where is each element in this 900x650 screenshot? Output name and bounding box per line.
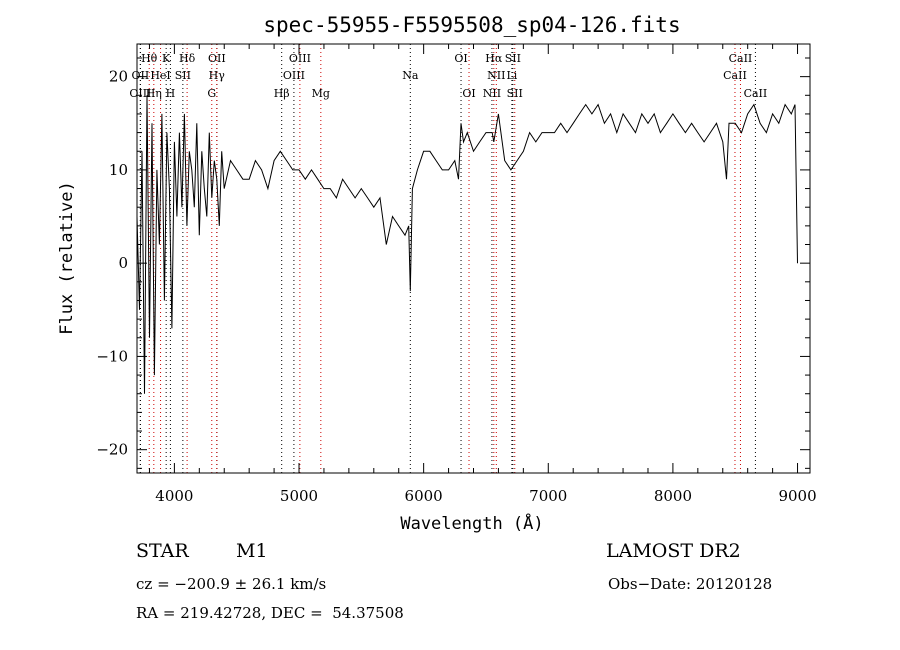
x-axis-label: Wavelength (Å) [400,512,543,534]
x-tick-label: 8000 [654,487,692,505]
plot-frame [136,43,811,474]
x-tick-label: 7000 [529,487,567,505]
marker-label: NII [487,69,505,82]
marker-label: CaII [744,87,768,100]
spectrum-series [136,95,798,394]
marker-label: Hη [146,87,162,100]
marker-label: H [166,87,176,100]
marker-label: OIII [283,69,305,82]
marker-label: OI [454,52,467,65]
spectrum-chart: spec-55955-F5595508_sp04-126.fits 4000 50… [57,13,817,534]
marker-label: CaII [729,52,753,65]
x-tick-label: 5000 [280,487,318,505]
marker-label: SII [175,69,191,82]
sky-coordinates: RA = 219.42728, DEC = 54.37508 [136,604,404,622]
line-markers [139,44,756,473]
y-tick-label: 0 [118,254,128,272]
object-type: STAR [136,540,189,562]
marker-label: G [207,87,216,100]
marker-label: Li [506,69,517,82]
x-tick-label: 9000 [778,487,816,505]
marker-label: OII [132,69,150,82]
marker-label: Hθ [141,52,158,65]
y-tick-label: −10 [96,347,128,365]
x-tick-label: 4000 [155,487,193,505]
marker-label: Hδ [179,52,196,65]
spectrum-line [136,95,798,394]
marker-label: SII [507,87,523,100]
marker-label: Hβ [274,87,290,100]
y-tick-label: 20 [109,68,128,86]
marker-label: Mg [312,87,330,100]
x-axis: 4000 5000 6000 7000 8000 9000 [148,44,817,505]
survey-name: LAMOST DR2 [606,540,741,562]
redshift-cz: cz = −200.9 ± 26.1 km/s [136,575,327,593]
marker-label: CaII [723,69,747,82]
marker-label: Hγ [209,69,226,82]
y-tick-label: −20 [96,441,128,459]
marker-label: OII [208,52,226,65]
y-tick-label: 10 [109,161,128,179]
marker-label: OI [462,87,475,100]
y-axis: −20 −10 0 10 20 [96,57,810,469]
marker-label: Hα [485,52,503,65]
marker-label: SII [505,52,521,65]
marker-label: NII [483,87,501,100]
marker-label: OIII [289,52,311,65]
marker-label: OIII [129,87,151,100]
y-axis-label: Flux (relative) [57,181,77,335]
marker-label: K [162,52,171,65]
marker-label: HeI [150,69,170,82]
x-tick-label: 6000 [405,487,443,505]
observation-date: Obs−Date: 20120128 [608,575,773,593]
marker-label: Na [402,69,419,82]
chart-title: spec-55955-F5595508_sp04-126.fits [263,13,680,37]
object-subclass: M1 [236,540,268,562]
